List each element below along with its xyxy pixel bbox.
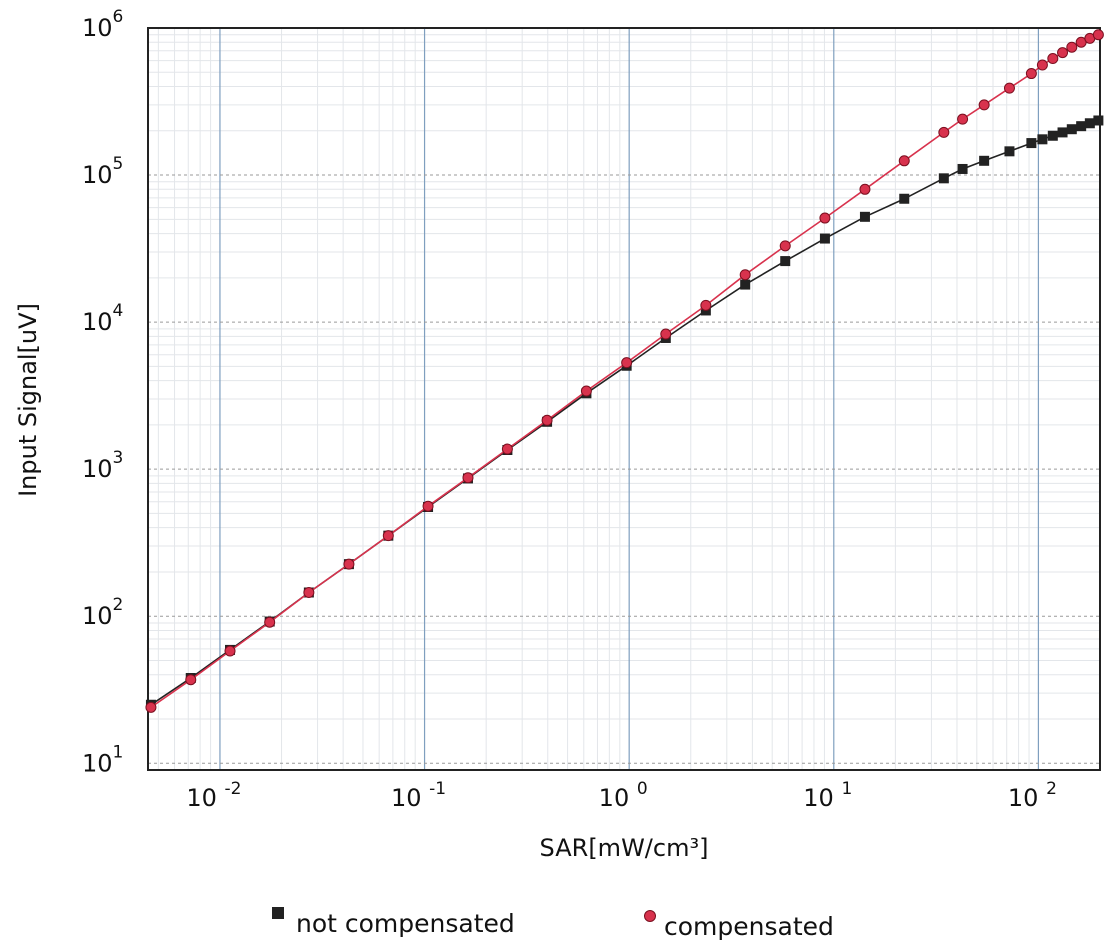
point-not-compensated [979,155,990,166]
point-not-compensated [1076,121,1087,132]
y-tick-base: 10 [82,161,113,189]
point-compensated [145,701,157,713]
point-compensated [621,357,633,369]
legend-marker-not-compensated [272,907,284,919]
x-tick-label: 10 1 [803,779,852,812]
point-compensated [580,385,592,397]
point-compensated [343,558,355,570]
y-tick-label: 106 [82,7,123,42]
point-compensated [978,99,990,111]
point-compensated [1092,29,1104,41]
y-tick-exponent: 3 [113,448,124,468]
point-not-compensated [780,256,791,267]
point-compensated [819,212,831,224]
point-not-compensated [1047,130,1058,141]
legend-marker-compensated [644,910,656,922]
y-tick-base: 10 [82,14,113,42]
y-tick-exponent: 6 [113,7,124,27]
x-tick-exponent: -2 [225,779,242,799]
point-not-compensated [740,279,751,290]
x-tick-label: 10 -1 [391,779,446,812]
legend-label-not-compensated: not compensated [296,909,515,938]
point-compensated [660,328,672,340]
x-tick-base: 10 [1008,784,1046,812]
point-compensated [541,414,553,426]
point-compensated [185,674,197,686]
point-compensated [1047,53,1059,65]
y-tick-base: 10 [82,308,113,336]
y-tick-base: 10 [82,749,113,777]
y-axis-title: Input Signal[uV] [14,303,42,497]
x-tick-base: 10 [599,784,637,812]
x-tick-base: 10 [186,784,224,812]
y-tick-exponent: 1 [113,742,124,762]
series-layer [145,29,1104,713]
legend-label-compensated: compensated [664,912,834,941]
y-tick-base: 10 [82,455,113,483]
y-tick-label: 101 [82,742,123,777]
point-not-compensated [819,233,830,244]
x-tick-base: 10 [391,784,429,812]
point-compensated [303,586,315,598]
x-tick-exponent: -1 [429,779,446,799]
grid [148,27,1100,770]
point-not-compensated [1093,115,1104,126]
x-tick-exponent: 1 [841,779,852,799]
point-compensated [739,269,751,281]
point-compensated [462,472,474,484]
point-compensated [382,530,394,542]
point-compensated [501,443,513,455]
x-tick-label: 10 2 [1008,779,1057,812]
series-line-compensated [150,33,1099,709]
point-not-compensated [1004,146,1015,157]
point-compensated [264,616,276,628]
y-tick-label: 102 [82,595,123,630]
point-compensated [224,645,236,657]
x-axis-title: SAR[mW/cm³] [540,834,709,862]
point-compensated [1036,59,1048,71]
point-not-compensated [1037,134,1048,145]
x-tick-labels: 10 -2 10 -1 10 0 10 1 10 2 [186,779,1057,812]
point-not-compensated [957,163,968,174]
point-compensated [1025,68,1037,80]
y-tick-label: 103 [82,448,123,483]
point-compensated [859,183,871,195]
point-not-compensated [1084,118,1095,129]
point-compensated [422,500,434,512]
y-tick-base: 10 [82,602,113,630]
y-tick-exponent: 4 [113,301,124,321]
point-compensated [1066,41,1078,53]
point-not-compensated [1057,127,1068,138]
point-not-compensated [859,211,870,222]
x-tick-exponent: 2 [1046,779,1057,799]
point-compensated [700,299,712,311]
legend: not compensated compensated [272,907,834,941]
y-tick-label: 105 [82,154,123,189]
point-compensated [898,155,910,167]
point-not-compensated [1026,138,1037,149]
point-compensated [779,240,791,252]
point-compensated [1057,47,1069,59]
point-not-compensated [1066,124,1077,135]
x-tick-base: 10 [803,784,841,812]
y-tick-exponent: 2 [113,595,124,615]
point-compensated [1003,82,1015,94]
x-tick-exponent: 0 [637,779,648,799]
x-tick-label: 10 -2 [186,779,241,812]
x-tick-label: 10 0 [599,779,648,812]
point-not-compensated [938,173,949,184]
point-not-compensated [899,193,910,204]
point-compensated [957,113,969,125]
plot-frame [147,27,1101,771]
point-compensated [938,126,950,138]
y-tick-label: 104 [82,301,123,336]
y-tick-exponent: 5 [113,154,124,174]
